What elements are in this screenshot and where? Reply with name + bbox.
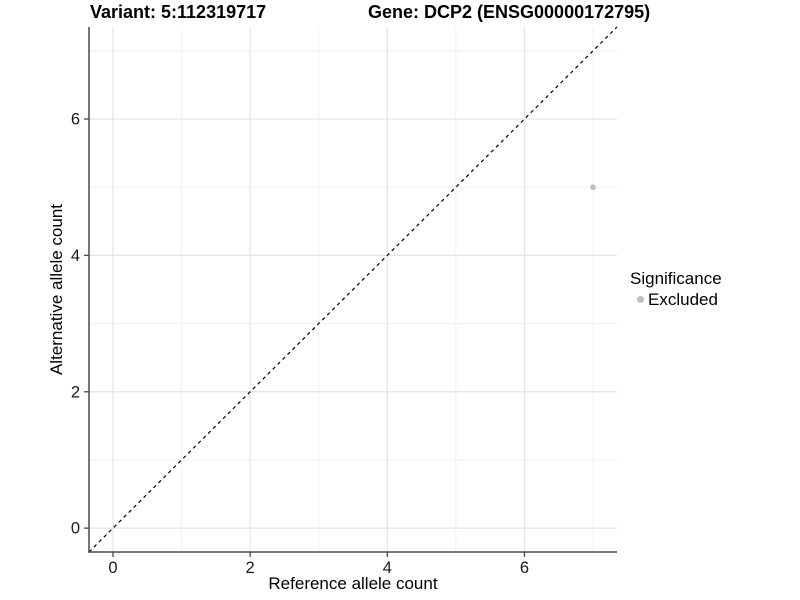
y-tick-label: 4 [71,247,80,265]
grid-major [89,27,617,552]
x-axis-title: Reference allele count [268,574,438,593]
x-tick-label: 0 [108,559,117,577]
y-tick-label: 0 [71,520,80,538]
x-tick-label: 6 [520,559,529,577]
legend-item-excluded: Excluded [630,290,722,309]
gene-title: Gene: DCP2 (ENSG00000172795) [368,2,651,22]
y-tick-label: 6 [71,111,80,129]
identity-line [88,26,618,553]
variant-title: Variant: 5:112319717 [90,2,267,22]
data-point [590,184,596,191]
y-tick-label: 2 [71,383,80,401]
x-tick-label: 2 [246,559,255,577]
grid-minor [89,27,617,552]
x-tick-label: 4 [383,559,392,577]
legend-title: Significance [630,269,722,288]
legend: Significance Excluded [630,269,722,309]
y-axis-title: Alternative allele count [47,203,66,376]
legend-item-label: Excluded [648,290,718,309]
legend-point-icon [637,296,644,303]
